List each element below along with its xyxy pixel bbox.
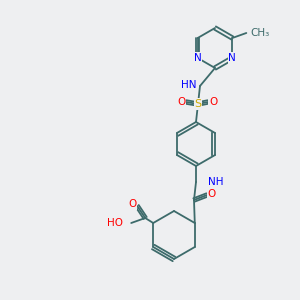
- Text: CH₃: CH₃: [250, 28, 270, 38]
- Text: HN: HN: [181, 80, 196, 90]
- Text: O: O: [177, 97, 185, 107]
- Text: N: N: [194, 53, 202, 63]
- Text: O: O: [209, 97, 217, 107]
- Text: O: O: [208, 189, 216, 199]
- Text: N: N: [228, 53, 236, 63]
- Text: HO: HO: [107, 218, 123, 228]
- Text: S: S: [194, 99, 202, 109]
- Text: NH: NH: [208, 177, 224, 187]
- Text: O: O: [128, 199, 136, 209]
